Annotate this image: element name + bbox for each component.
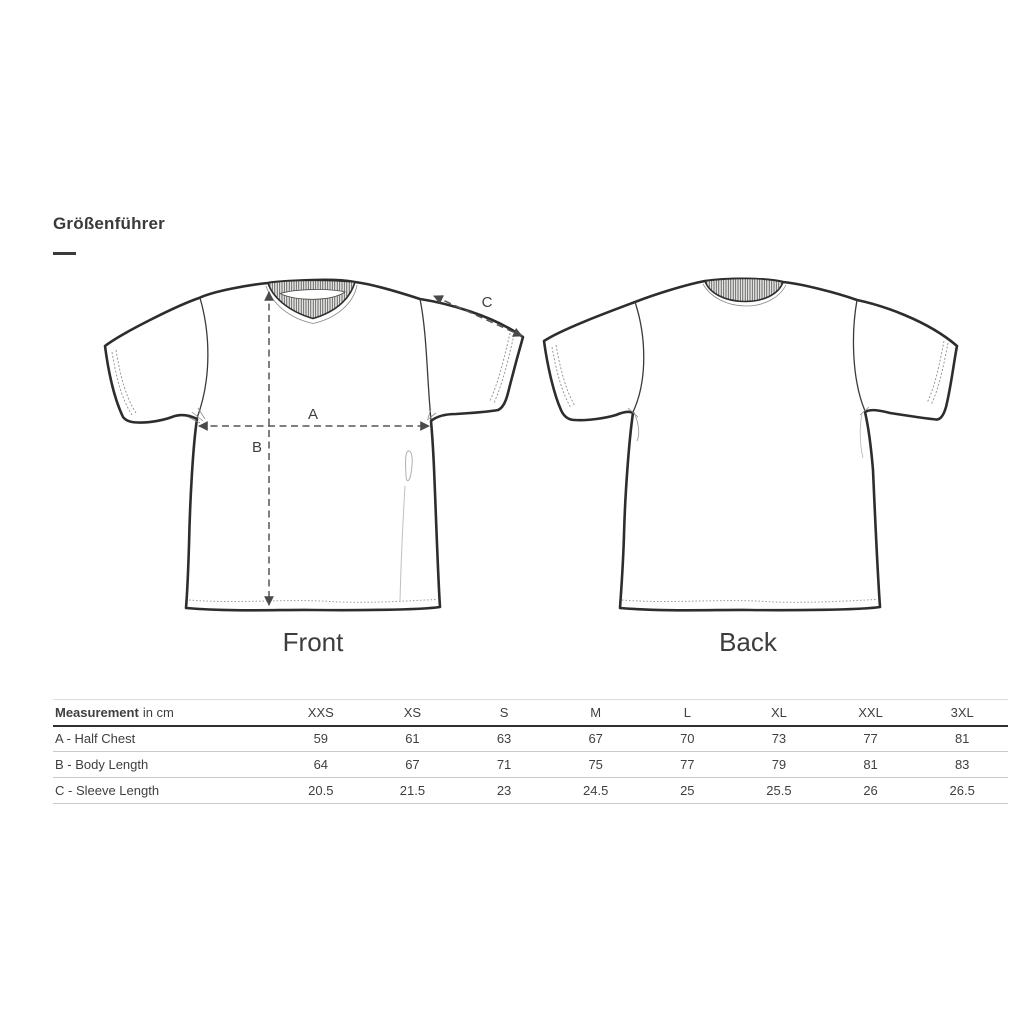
front-body-outline [103, 278, 525, 612]
size-column-m: M [590, 704, 602, 720]
cell-value: 23 [496, 783, 512, 798]
cell-value: 59 [313, 731, 329, 747]
dimension-label-c: C [482, 294, 493, 311]
page-title: Größenführer [53, 214, 165, 233]
back-body-outline [542, 277, 959, 612]
front-hem-stitching [188, 599, 438, 603]
front-collar-seam [265, 284, 358, 324]
front-shirt-drawing [103, 278, 525, 612]
cell-value: 61 [405, 731, 420, 747]
size-column-xl: XL [770, 704, 787, 720]
front-armhole-seam-right [419, 298, 432, 421]
back-collar-band [703, 277, 785, 303]
title-underline [53, 252, 76, 255]
row-label: A - Half Chest [55, 731, 136, 747]
size-column-xxl: XXL [858, 704, 883, 720]
dimension-line-c [433, 295, 523, 337]
header-measurement-bold: Measurement [55, 704, 139, 720]
cell-value: 77 [863, 731, 878, 747]
size-column-xs: XS [403, 704, 422, 720]
cell-value: 25 [680, 783, 695, 798]
cell-value: 81 [863, 757, 878, 772]
size-column-s: S [499, 704, 509, 720]
back-armhole-seam-right [852, 299, 866, 412]
back-hem-stitching [621, 599, 878, 603]
dimension-label-b: B [252, 439, 262, 456]
cell-value: 20.5 [308, 783, 334, 798]
row-label: C - Sleeve Length [55, 783, 160, 798]
cell-value: 79 [771, 757, 787, 772]
table-row-body-length: B - Body Length 64 67 71 75 77 79 81 83 [53, 752, 1008, 778]
front-armpit-creases [187, 407, 437, 424]
cell-value: 24.5 [583, 783, 609, 798]
size-column-3xl: 3XL [950, 704, 974, 720]
size-column-l: L [683, 704, 691, 720]
header-measurement-unit: in cm [142, 704, 174, 720]
back-collar-seam [702, 283, 787, 307]
measurement-annotations: A B C [198, 291, 523, 606]
cell-value: 81 [954, 731, 970, 747]
cell-value: 26.5 [949, 783, 975, 798]
back-cuff-stitching [551, 340, 949, 409]
dimension-label-a: A [308, 406, 318, 423]
cell-value: 25.5 [766, 783, 792, 798]
back-caption: Back [719, 627, 777, 657]
measurement-table: Measurement in cm XXS XS S M L XL XXL 3XL… [53, 699, 1008, 804]
cell-value: 77 [680, 757, 695, 772]
size-column-xxs: XXS [307, 704, 334, 720]
row-label: B - Body Length [55, 757, 149, 772]
cell-value: 67 [588, 731, 603, 747]
table-row-sleeve-length: C - Sleeve Length 20.5 21.5 23 24.5 25 2… [53, 778, 1008, 804]
cell-value: 64 [313, 757, 329, 772]
back-shirt-drawing [542, 277, 959, 612]
cell-value: 75 [588, 757, 603, 772]
cell-value: 21.5 [399, 783, 426, 798]
cell-value: 67 [405, 757, 420, 772]
cell-value: 26 [863, 783, 878, 798]
cell-value: 70 [680, 731, 695, 747]
front-caption: Front [282, 627, 344, 657]
table-row-half-chest: A - Half Chest 59 61 63 67 70 73 77 81 [53, 726, 1008, 752]
table-header-row: Measurement in cm XXS XS S M L XL XXL 3XL [53, 700, 1008, 726]
cell-value: 63 [496, 731, 512, 747]
back-armhole-seam-left [632, 301, 645, 413]
front-fabric-wrinkle [399, 450, 413, 602]
cell-value: 71 [496, 757, 512, 772]
cell-value: 73 [771, 731, 787, 747]
front-collar-opening [278, 289, 346, 300]
back-armpit-creases [627, 406, 870, 459]
front-cuff-stitching [111, 332, 515, 416]
table-header-measurement: Measurement in cm [53, 700, 275, 726]
cell-value: 83 [954, 757, 970, 772]
front-armhole-seam-left [196, 297, 209, 419]
